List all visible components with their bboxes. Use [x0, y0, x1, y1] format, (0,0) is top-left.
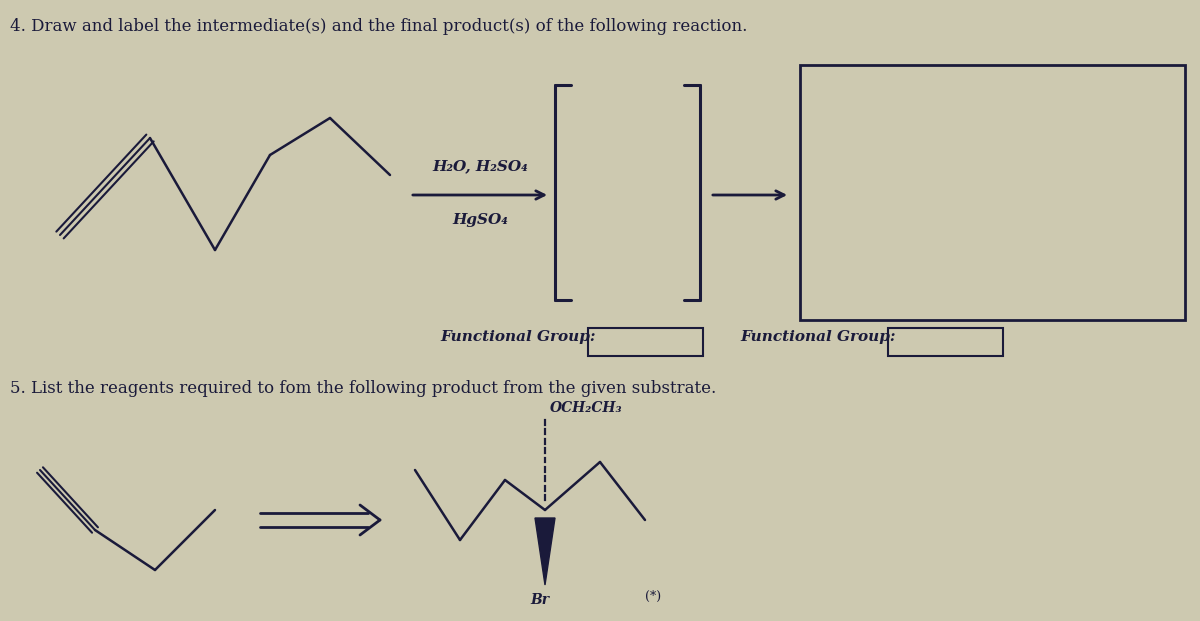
Text: Functional Group:: Functional Group:: [740, 330, 895, 344]
Text: Functional Group:: Functional Group:: [440, 330, 595, 344]
Text: Br: Br: [530, 593, 550, 607]
Bar: [800, 65, 1186, 320]
Text: OCH₂CH₃: OCH₂CH₃: [550, 401, 623, 415]
Text: HgSO₄: HgSO₄: [452, 213, 508, 227]
Text: H₂O, H₂SO₄: H₂O, H₂SO₄: [432, 159, 528, 173]
Bar: [588, 328, 703, 356]
Text: 4. Draw and label the intermediate(s) and the final product(s) of the following : 4. Draw and label the intermediate(s) an…: [10, 18, 748, 35]
Text: 5. List the reagents required to fom the following product from the given substr: 5. List the reagents required to fom the…: [10, 380, 716, 397]
Bar: [888, 328, 1003, 356]
Text: (*): (*): [646, 590, 661, 603]
Polygon shape: [535, 518, 554, 585]
